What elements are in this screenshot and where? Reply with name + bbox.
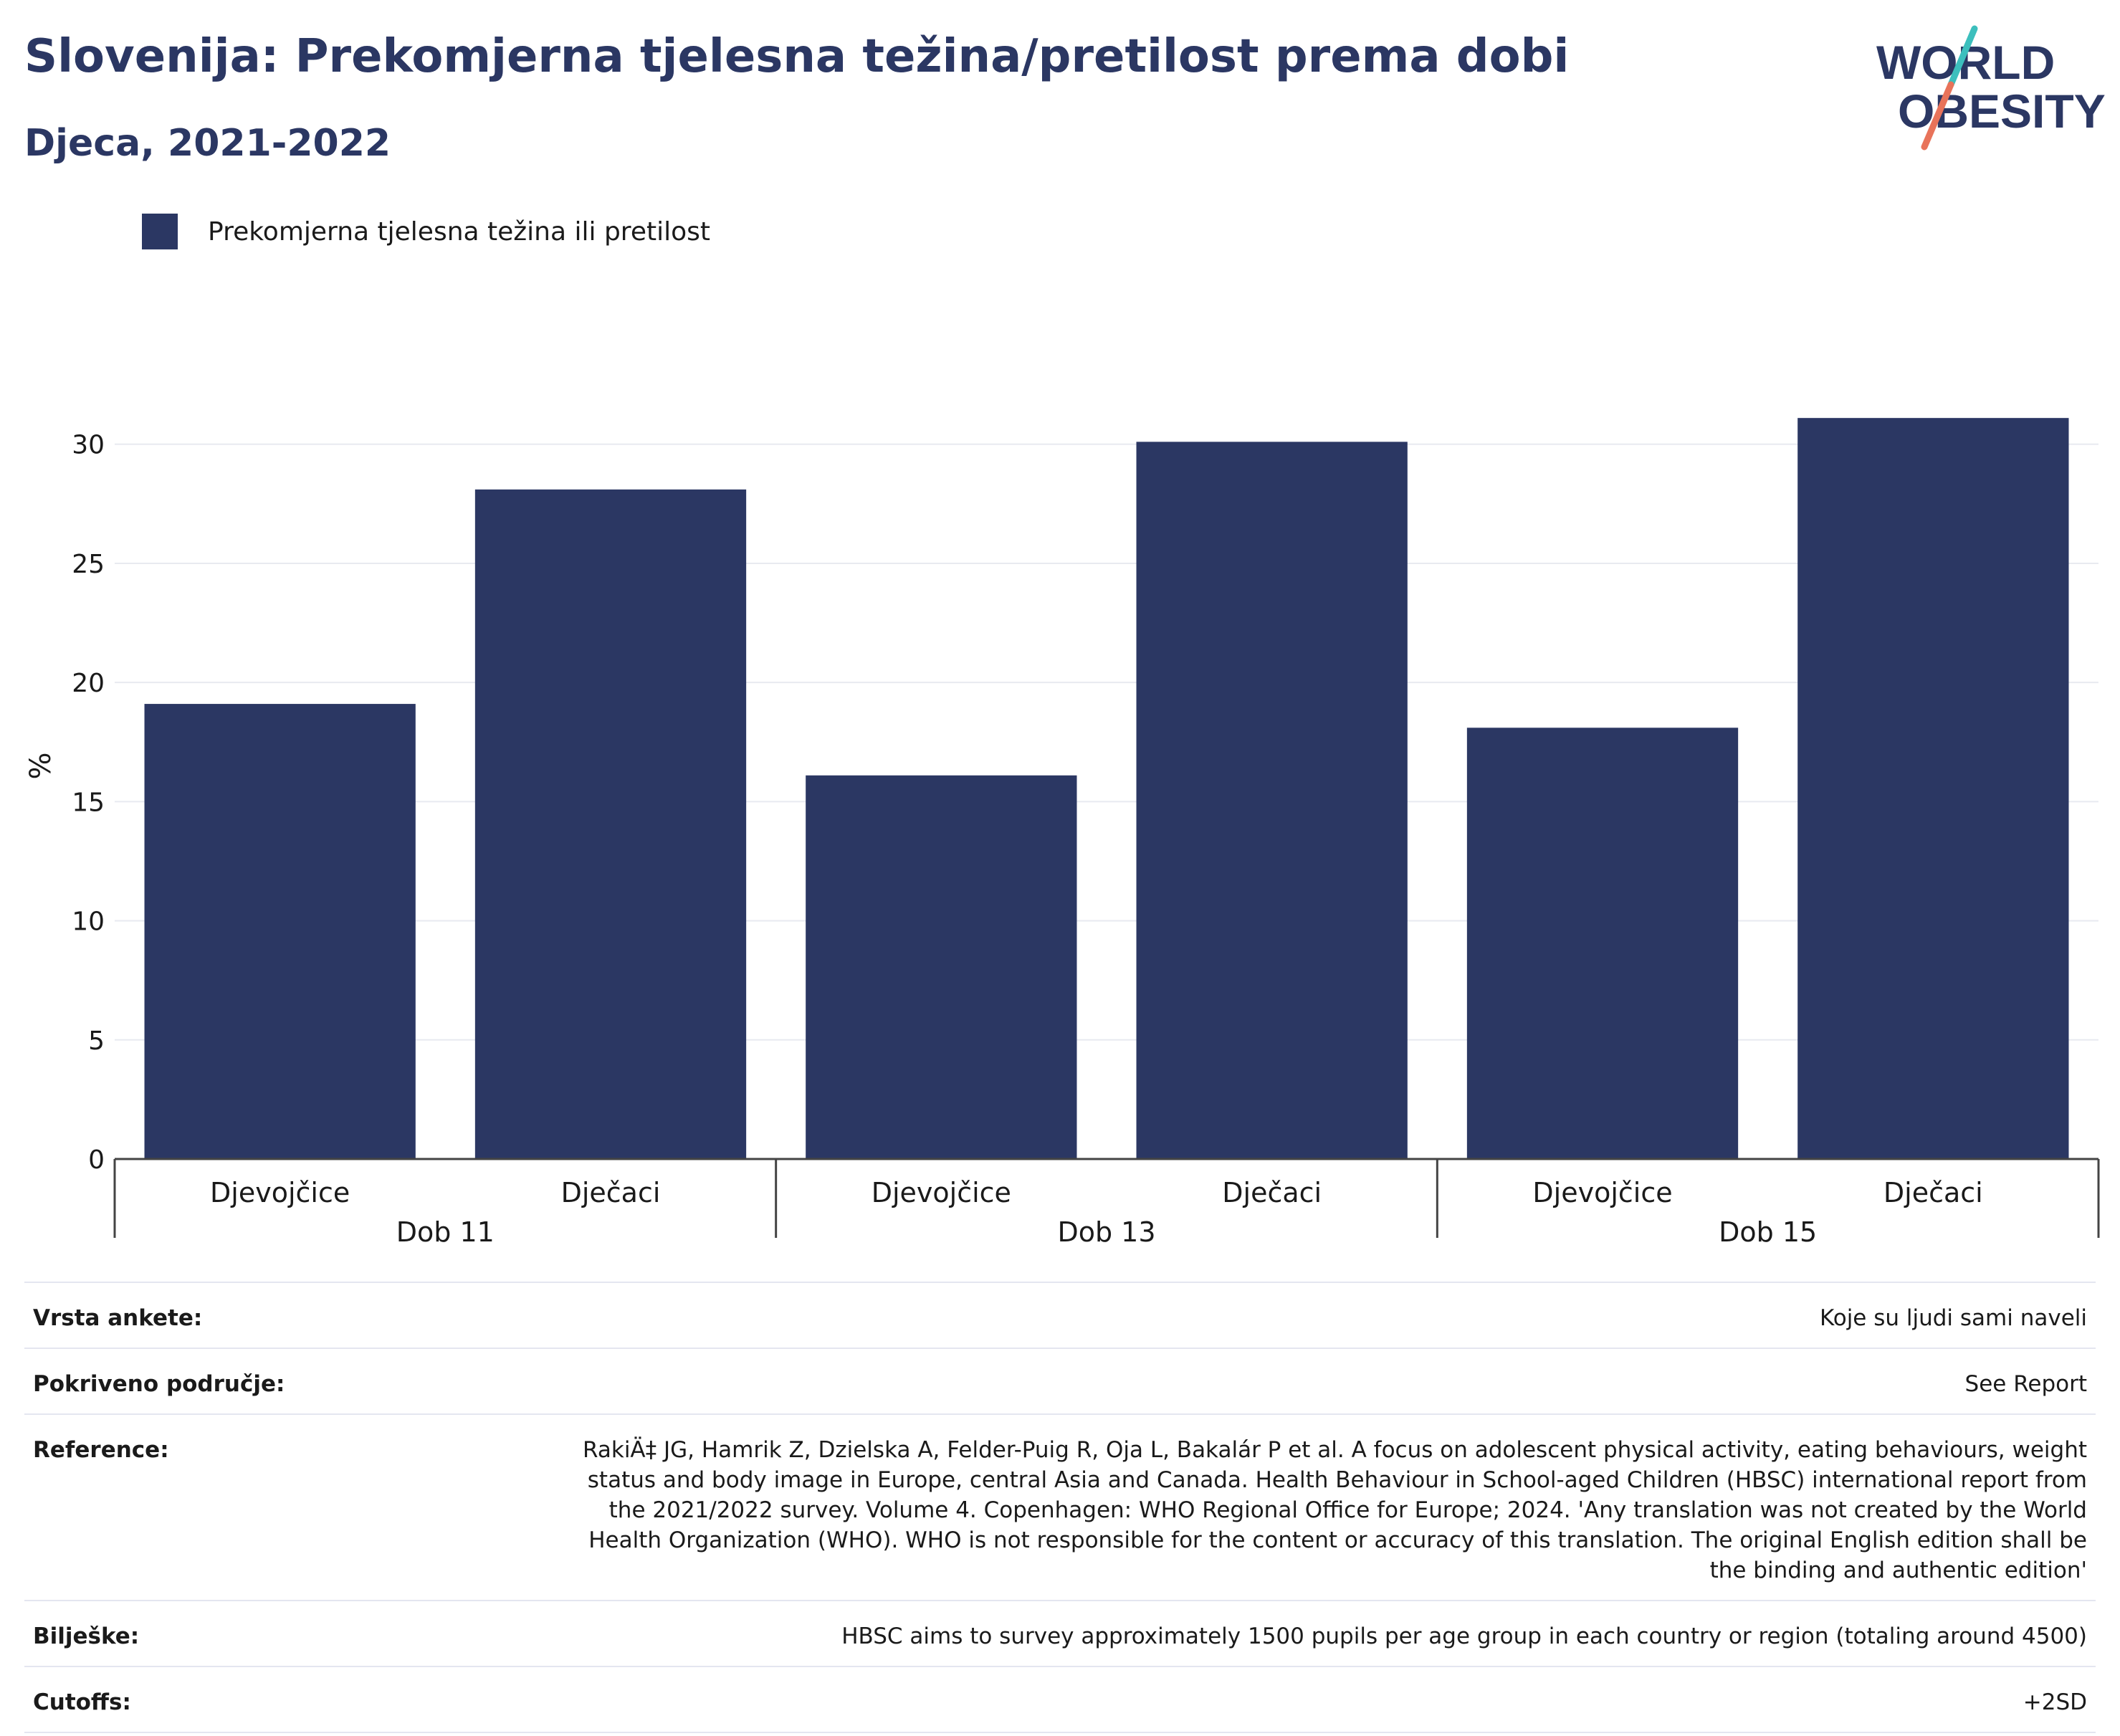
meta-row-survey-type: Vrsta ankete: Koje su ljudi sami naveli <box>24 1282 2096 1348</box>
group-label: Dob 15 <box>1719 1216 1817 1248</box>
bar <box>1797 418 2069 1159</box>
meta-value: See Report <box>1964 1371 2087 1397</box>
meta-row-cutoffs: Cutoffs: +2SD <box>24 1666 2096 1733</box>
y-tick-label: 0 <box>88 1145 105 1175</box>
logo-slash-teal <box>1947 25 1978 88</box>
meta-label: Bilješke: <box>33 1623 140 1649</box>
meta-row-reference: Reference: RakiÄ‡ JG, Hamrik Z, Dzielska… <box>24 1413 2096 1600</box>
chart-title: Slovenija: Prekomjerna tjelesna težina/p… <box>24 30 1570 83</box>
bar <box>1466 728 1739 1159</box>
bar-chart: 0 5 10 15 20 25 30% Djevojčice Dječaci Djevojčice… <box>24 418 2100 1248</box>
group-label: Dob 11 <box>396 1216 495 1248</box>
legend-swatch <box>142 214 178 249</box>
y-axis-label: % <box>24 752 57 779</box>
x-tick-label: Dječaci <box>1883 1177 1983 1208</box>
chart-subtitle: Djeca, 2021-2022 <box>24 122 391 165</box>
logo-slash-coral <box>1921 81 1954 151</box>
y-tick-label: 30 <box>72 431 105 460</box>
group-label: Dob 13 <box>1057 1216 1155 1248</box>
bar <box>806 775 1077 1159</box>
y-tick-label: 10 <box>72 907 105 937</box>
legend-label: Prekomjerna tjelesna težina ili pretilos… <box>208 216 710 247</box>
meta-label: Cutoffs: <box>33 1689 131 1715</box>
metadata-table: Vrsta ankete: Koje su ljudi sami naveli … <box>24 1282 2096 1733</box>
meta-row-notes: Bilješke: HBSC aims to survey approximat… <box>24 1600 2096 1666</box>
y-tick-label: 15 <box>72 788 105 817</box>
meta-value: +2SD <box>2023 1689 2087 1715</box>
meta-label: Reference: <box>33 1437 169 1463</box>
x-tick-label: Dječaci <box>561 1177 661 1208</box>
meta-value: HBSC aims to survey approximately 1500 p… <box>841 1623 2087 1649</box>
meta-value: RakiÄ‡ JG, Hamrik Z, Dzielska A, Felder-… <box>583 1437 2087 1583</box>
bar <box>1136 442 1408 1159</box>
bar <box>144 704 416 1159</box>
meta-label: Pokriveno područje: <box>33 1371 285 1397</box>
world-obesity-logo: WORLD OBESITY <box>1876 25 2106 151</box>
y-tick-label: 20 <box>72 669 105 698</box>
meta-label: Vrsta ankete: <box>33 1305 203 1331</box>
x-tick-label: Djevojčice <box>210 1177 350 1208</box>
meta-value: Koje su ljudi sami naveli <box>1819 1305 2087 1331</box>
legend: Prekomjerna tjelesna težina ili pretilos… <box>142 211 710 252</box>
bar <box>474 489 747 1159</box>
meta-row-area-covered: Pokriveno područje: See Report <box>24 1348 2096 1413</box>
x-tick-label: Djevojčice <box>872 1177 1011 1208</box>
x-tick-label: Dječaci <box>1222 1177 1322 1208</box>
y-tick-label: 25 <box>72 550 105 579</box>
x-tick-label: Djevojčice <box>1532 1177 1672 1208</box>
y-tick-label: 5 <box>88 1026 105 1056</box>
